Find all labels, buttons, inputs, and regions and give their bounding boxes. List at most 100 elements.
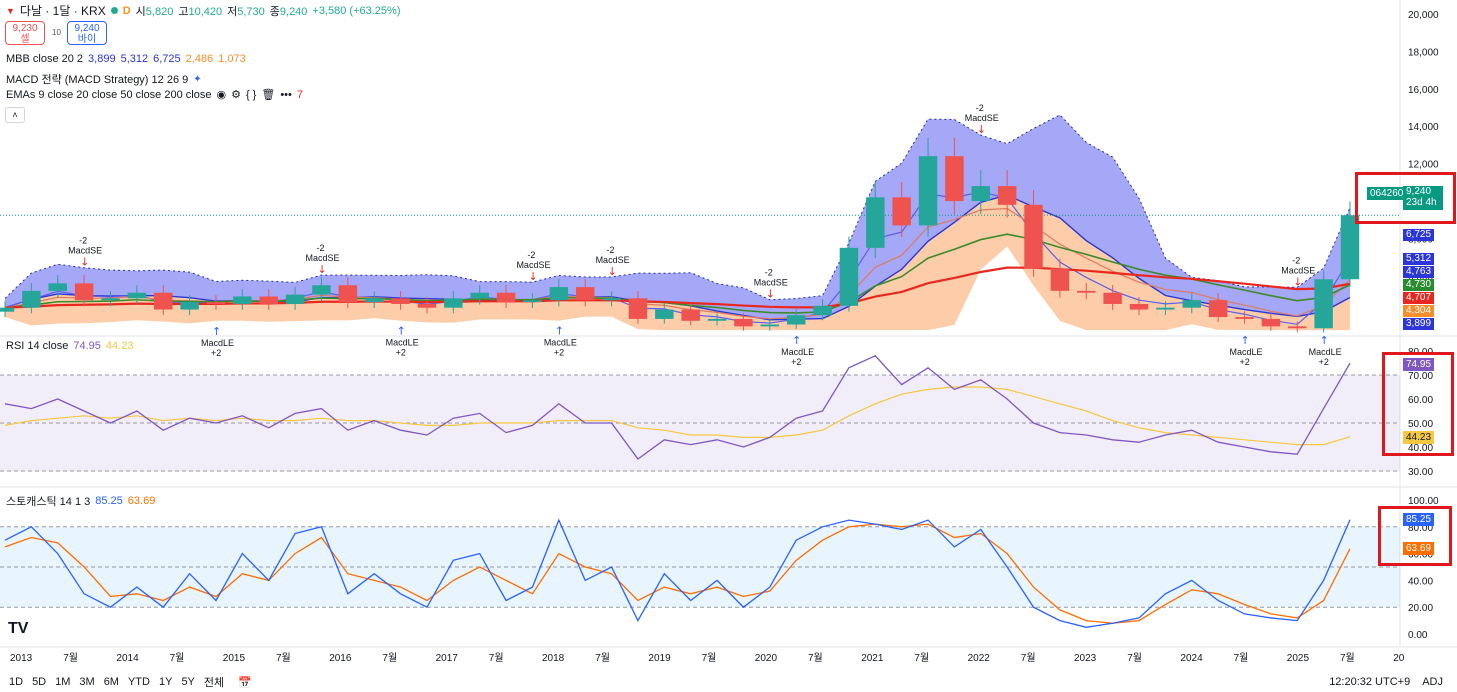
price-candle [233,289,252,310]
price-candle [1288,321,1307,333]
macd-se-count: -2 [79,236,87,246]
ema-200-line [4,266,1351,309]
arrow-down-icon: ↓ [608,265,617,278]
low-value: 5,730 [237,5,265,18]
range-3m[interactable]: 3M [79,676,95,688]
time-axis-label: 7월 [382,652,397,664]
price-candle [391,291,410,310]
candle-body [1050,268,1070,291]
stoch-tick-label: 80.00 [1408,523,1433,534]
source-code-icon[interactable]: { } [245,88,257,101]
candle-body [892,197,911,226]
eye-icon[interactable]: ◉ [216,89,227,101]
price-candle [470,285,489,305]
clock[interactable]: 12:20:32 UTC+9 [1329,676,1411,688]
buy-button[interactable]: 9,240 바이 [67,21,107,45]
candle-body [1235,317,1254,319]
arrow-down-icon: ↓ [528,270,537,283]
sell-button[interactable]: 9,230 셀 [5,21,45,45]
range-5y[interactable]: 5Y [181,676,195,688]
sell-label: 셀 [20,34,30,45]
date-range-icon[interactable]: 📅 [238,676,252,689]
indicator-price-tag: 4,707 [1403,292,1435,304]
bar-countdown: 23d 4h [1406,197,1437,208]
candle-body [1156,307,1175,310]
open-value: 5,820 [145,5,174,18]
price-tick-label: 20,000 [1408,10,1439,21]
range-5d[interactable]: 5D [32,676,47,688]
price-candle [364,291,384,309]
collapse-legend-button[interactable]: ˄ [5,107,25,123]
time-axis-label: 2015 [223,653,246,664]
time-axis-label: 7월 [1021,652,1036,664]
high-value: 10,420 [188,5,223,18]
tradingview-logo-icon[interactable]: TV [8,620,29,637]
ema-legend[interactable]: EMAs 9 close 20 close 50 close 200 close… [6,88,307,101]
price-candle [496,285,516,309]
macd-se-label: MacdSE [68,246,102,256]
arrow-down-icon: ↓ [977,123,986,136]
arrow-up-icon: ↑ [1320,334,1329,347]
sparkle-icon[interactable]: ✦ [193,73,202,85]
price-candle [206,295,226,310]
candle-body [866,197,885,248]
time-axis-label: 2014 [116,653,139,664]
rsi-ma-tag: 44.23 [1403,431,1435,444]
range-ytd[interactable]: YTD [127,676,150,688]
ohlc-close: 종9,240 [270,3,308,19]
rsi-tick-label: 40.00 [1408,443,1433,454]
range-1m[interactable]: 1M [55,676,71,688]
range-all[interactable]: 전체 [203,677,225,689]
macd-se-label: MacdSE [516,260,550,270]
macd-le-count: +2 [791,357,801,367]
more-icon[interactable]: ••• [280,88,292,101]
time-axis-label: 7월 [595,652,610,664]
price-candle [312,277,331,302]
mbb-value-upper: 6,725 [153,53,181,65]
stoch-d-line [4,523,1351,624]
time-axis-label: 20 [1393,653,1405,664]
price-candle [892,182,911,237]
range-1y[interactable]: 1Y [158,676,173,688]
indicator-price-tag: 5,312 [1403,253,1435,265]
price-candle [1129,297,1149,316]
adj-toggle[interactable]: ADJ [1422,676,1443,688]
macd-le-count: +2 [211,348,221,358]
price-tick-label: 16,000 [1408,85,1439,96]
symbol-title[interactable]: 다날 · 1달 · KRX [19,4,106,18]
stoch-legend[interactable]: 스토캐스틱 14 1 3 85.25 63.69 [6,493,155,509]
candle-body [1103,292,1122,304]
range-1d[interactable]: 1D [9,676,24,688]
symbol-code-tag: 064260 [1367,187,1407,200]
buy-label: 바이 [77,34,97,45]
time-axis-label: 7월 [914,652,929,664]
rsi-legend[interactable]: RSI 14 close 74.95 44.23 [6,340,133,352]
settings-icon[interactable]: ⚙ [231,89,241,101]
candle-body [364,298,384,303]
candle-body [918,156,938,226]
indicator-price-tag: 6,725 [1403,229,1435,241]
candle-body [206,302,226,304]
candle-body [22,290,41,308]
time-axis-label: 7월 [489,652,504,664]
macd-se-label: MacdSE [596,255,630,265]
candle-body [48,283,67,291]
macd-le-label: MacdLE [1230,347,1263,357]
chevron-down-icon[interactable]: ▼ [6,5,15,16]
arrow-down-icon: ↓ [80,256,89,269]
candle-body [338,285,358,303]
price-candle [707,313,727,326]
arrow-up-icon: ↑ [792,334,801,347]
stoch-tick-label: 40.00 [1408,576,1433,587]
close-value: 9,240 [279,5,308,18]
mbb-legend[interactable]: MBB close 20 2 3,899 5,312 6,725 2,486 1… [6,53,246,65]
macd-legend[interactable]: MACD 전략 (MACD Strategy) 12 26 9 ✦ [6,71,202,87]
candle-body [417,303,437,308]
time-axis-label: 2024 [1180,653,1203,664]
rsi-value-tag: 74.95 [1403,358,1435,371]
macd-se-count: -2 [527,250,535,260]
range-6m[interactable]: 6M [103,676,119,688]
delete-icon[interactable]: 🗑 [261,89,276,101]
time-axis-label: 7월 [63,652,78,664]
